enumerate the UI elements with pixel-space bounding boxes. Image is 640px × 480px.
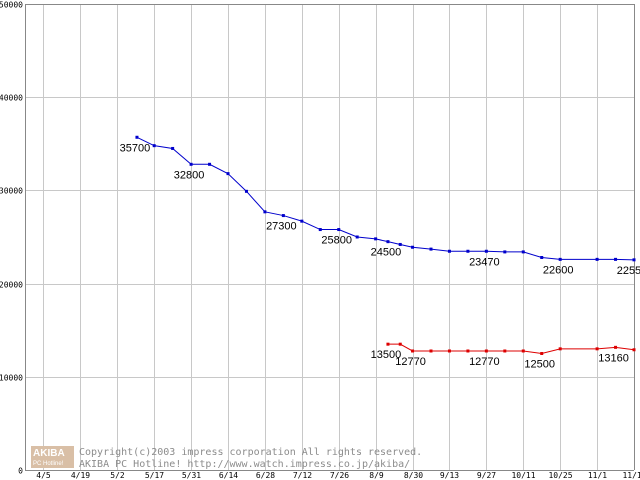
data-label-layer: 35700 32800 27300 25800 24500 23470 22600 22550… [120, 142, 640, 370]
x-tick-label: 5/31 [182, 471, 201, 480]
series-2-data-label: 13500 [371, 349, 402, 361]
series-2-point [558, 347, 562, 351]
series-1-point [135, 135, 139, 139]
akiba-logo-subtext: PC Hotline! [33, 461, 64, 467]
series-2-point [466, 349, 470, 353]
x-tick-label: 7/12 [293, 471, 312, 480]
y-tick-label: 30000 [0, 187, 23, 196]
y-tick-label: 0 [18, 467, 23, 476]
series-1-point [484, 249, 488, 253]
x-tick-label: 5/2 [110, 471, 125, 480]
series-1-point [281, 214, 285, 218]
series-1-point [263, 210, 267, 214]
series-2-point [632, 348, 636, 352]
y-tick-label: 10000 [0, 374, 23, 383]
series-1-point [152, 144, 156, 148]
x-tick-label: 6/14 [219, 471, 238, 480]
x-tick-label: 5/17 [145, 471, 164, 480]
y-tick-label: 50000 [0, 1, 23, 10]
series-2-point [614, 345, 618, 349]
x-tick-label: 4/5 [36, 471, 51, 480]
series-1-point [300, 219, 304, 223]
series-2-point [447, 349, 451, 353]
series-1-point [540, 256, 544, 260]
series-1-point [411, 245, 415, 249]
series-2-line [387, 343, 635, 355]
x-tick-label: 4/19 [71, 471, 90, 480]
series-1-point [595, 257, 599, 261]
series-1-line [136, 136, 635, 261]
series-1-point [208, 162, 212, 166]
series-1-point [374, 237, 378, 241]
series-1-point [386, 240, 390, 244]
x-tick-label: 8/9 [369, 471, 384, 480]
series-2-point [411, 349, 415, 353]
y-tick-label: 20000 [0, 281, 23, 290]
x-tick-label: 7/26 [330, 471, 349, 480]
series-2-point [398, 342, 402, 346]
series-2-point [484, 349, 488, 353]
akiba-logo-box [31, 446, 74, 468]
series-1-data-label: 22550 [617, 265, 640, 277]
series-2-data-label: 12500 [524, 359, 555, 371]
y-tick-label: 40000 [0, 94, 23, 103]
series-2-point [429, 349, 433, 353]
series-1-point [521, 250, 525, 254]
series-1-point [466, 249, 470, 253]
series-1-data-label: 24500 [371, 247, 402, 259]
series-1-data-label: 22600 [543, 264, 574, 276]
x-tick-label: 8/30 [404, 471, 423, 480]
series-1-point [355, 235, 359, 239]
x-tick-label: 10/11 [511, 471, 535, 480]
series-2-point [595, 347, 599, 351]
copyright-watermark: AKIBA PC Hotline! Copyright(c)2003 impre… [31, 446, 422, 470]
series-1-point [429, 247, 433, 251]
akiba-logo-text: AKIBA [33, 448, 65, 459]
series-2-point [503, 349, 507, 353]
x-tick-label: 10/25 [548, 471, 572, 480]
series-2-data-label: 13160 [598, 352, 629, 364]
series-1-point [189, 162, 193, 166]
series-1-point [398, 242, 402, 246]
series-1-point [503, 250, 507, 254]
series-1-point [447, 249, 451, 253]
series-2-data-label: 12770 [469, 356, 500, 368]
series-2-data-label: 12770 [395, 356, 426, 368]
series-2-point [540, 352, 544, 355]
series-1-point [614, 257, 618, 261]
series-1-point [226, 172, 230, 176]
site-url-line: AKIBA PC Hotline! http://www.watch.impre… [79, 459, 410, 470]
series-1-point [558, 257, 562, 261]
series-1-point [244, 189, 248, 193]
series-1-data-label: 27300 [266, 221, 297, 233]
series-2-point [386, 342, 390, 346]
x-tick-label: 9/27 [477, 471, 496, 480]
x-tick-label: 6/28 [256, 471, 275, 480]
series-1-point [171, 146, 175, 150]
series-layer [135, 135, 636, 355]
series-1-data-label: 25800 [321, 235, 352, 247]
x-tick-label: 9/13 [440, 471, 459, 480]
series-1-data-label: 35700 [120, 142, 151, 154]
x-tick-label: 11/15 [622, 471, 640, 480]
series-1-point [337, 228, 341, 232]
series-1-point [632, 258, 636, 262]
series-1-data-label: 23470 [469, 256, 500, 268]
series-1-data-label: 32800 [174, 169, 205, 181]
x-tick-label: 11/1 [588, 471, 607, 480]
copyright-line: Copyright(c)2003 impress corporation All… [79, 447, 422, 458]
series-1-point [318, 228, 322, 232]
series-2-point [521, 349, 525, 353]
